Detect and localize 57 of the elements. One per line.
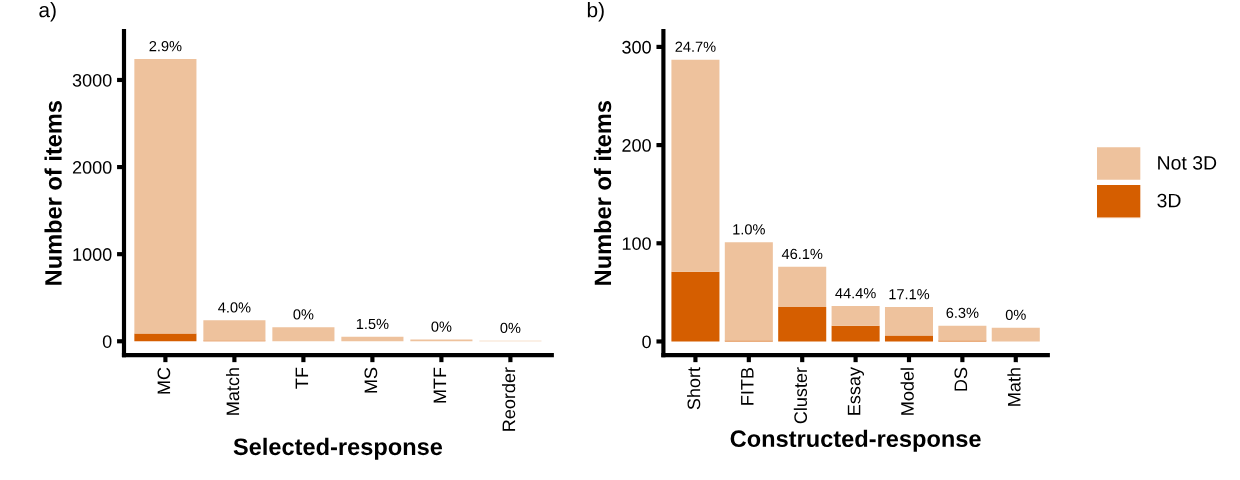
legend-label: 3D [1157, 193, 1181, 208]
x-tick-label: Math [1007, 368, 1021, 406]
annotation: 1.0% [733, 224, 765, 235]
annotation: 0% [500, 322, 521, 334]
y-axis-title: Number of items [44, 101, 62, 285]
bar [778, 307, 827, 342]
annotation: 0% [431, 321, 452, 332]
bar [203, 320, 266, 341]
bar [938, 325, 987, 341]
bar [831, 306, 880, 326]
x-tick-label: Cluster [793, 367, 808, 424]
bar [831, 325, 880, 342]
y-tick-label: 3000 [72, 73, 112, 87]
bar [671, 271, 720, 342]
bar [134, 333, 197, 342]
chart-title: b) [587, 2, 604, 22]
y-tick-label: 2000 [72, 161, 112, 174]
y-tick-label: 100 [622, 237, 651, 250]
bar [671, 59, 720, 272]
x-tick-label: Reorder [501, 367, 516, 431]
bar [272, 327, 335, 342]
annotation: 2.9% [149, 41, 182, 52]
x-axis-title: Constructed-response [730, 429, 981, 452]
x-tick-label: Essay [847, 367, 865, 415]
bar [341, 336, 404, 342]
bar [884, 307, 934, 336]
annotation: 6.3% [946, 307, 979, 318]
x-tick-label: MC [157, 367, 171, 394]
y-axis-title: Number of items [593, 101, 612, 285]
bar [134, 59, 197, 334]
y-tick-label: 0 [102, 335, 112, 348]
x-tick-label: DS [954, 367, 968, 391]
annotation: 24.7% [675, 41, 716, 52]
annotation: 4.0% [218, 302, 251, 313]
bar [724, 242, 773, 341]
x-tick-label: MTF [433, 367, 447, 403]
y-tick-label: 200 [622, 139, 651, 152]
chart-title: a) [39, 2, 56, 22]
x-tick-label: MS [364, 367, 378, 393]
x-tick-label: Match [225, 368, 240, 415]
legend-label: Not 3D [1158, 155, 1217, 170]
x-tick-label: Model [900, 368, 914, 415]
x-tick-label: FITB [741, 367, 754, 405]
annotation: 0% [293, 309, 314, 320]
x-tick-label: TF [295, 367, 309, 389]
y-tick-label: 300 [622, 40, 651, 54]
annotation: 0% [1005, 309, 1026, 320]
x-axis-title: Selected-response [233, 437, 443, 460]
annotation: 44.4% [835, 288, 876, 299]
y-tick-label: 0 [642, 335, 651, 349]
annotation: 1.5% [356, 318, 389, 330]
y-tick-label: 1000 [73, 248, 112, 261]
bar [778, 266, 827, 308]
x-tick-label: Short [687, 367, 701, 410]
annotation: 46.1% [781, 248, 823, 260]
annotation: 17.1% [889, 289, 930, 300]
bar [991, 327, 1040, 342]
